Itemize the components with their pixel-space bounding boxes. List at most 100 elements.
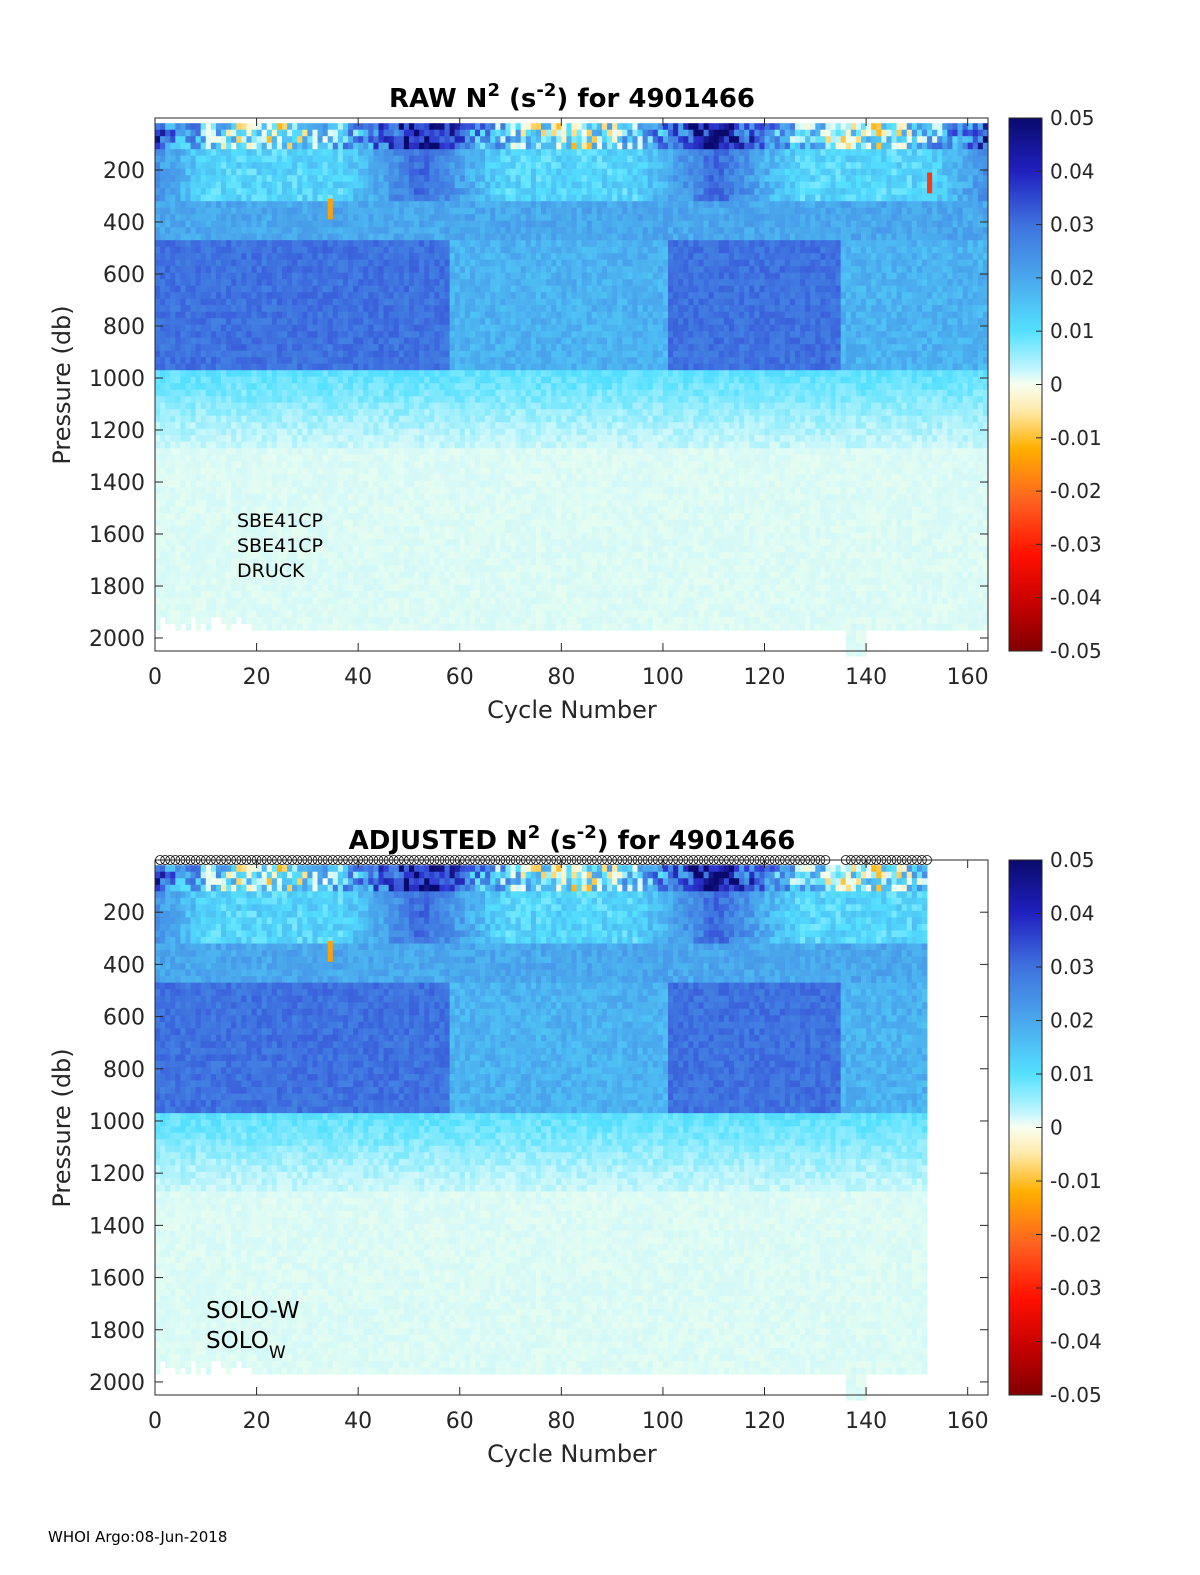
heatmap-cell	[358, 337, 364, 345]
heatmap-cell	[469, 383, 476, 391]
heatmap-cell	[312, 506, 318, 514]
heatmap-cell	[226, 370, 232, 378]
heatmap-cell	[210, 162, 217, 170]
heatmap-cell	[363, 376, 369, 384]
heatmap-cell	[474, 214, 481, 222]
heatmap-cell	[353, 129, 359, 137]
heatmap-cell	[246, 578, 252, 586]
heatmap-cell	[353, 584, 359, 592]
heatmap-cell	[464, 350, 471, 358]
heatmap-cell	[469, 142, 476, 150]
heatmap-cell	[266, 402, 273, 410]
heatmap-cell	[292, 604, 298, 612]
heatmap-cell	[271, 506, 278, 514]
heatmap-cell	[271, 292, 278, 300]
heatmap-cell	[251, 272, 257, 280]
heatmap-cell	[261, 610, 268, 618]
heatmap-cell	[358, 181, 364, 189]
heatmap-cell	[266, 513, 273, 521]
heatmap-cell	[190, 500, 197, 508]
heatmap-cell	[215, 324, 222, 332]
heatmap-cell	[419, 584, 425, 592]
heatmap-cell	[251, 461, 257, 469]
heatmap-cell	[251, 214, 257, 222]
heatmap-cell	[210, 539, 217, 547]
heatmap-cell	[408, 168, 415, 176]
heatmap-cell	[241, 246, 247, 254]
heatmap-cell	[429, 227, 435, 235]
heatmap-cell	[358, 214, 364, 222]
heatmap-cell	[398, 402, 405, 410]
heatmap-cell	[297, 506, 303, 514]
heatmap-cell	[469, 259, 476, 267]
heatmap-cell	[373, 168, 379, 176]
heatmap-cell	[408, 526, 415, 534]
heatmap-cell	[287, 272, 293, 280]
heatmap-cell	[292, 617, 298, 625]
heatmap-cell	[342, 194, 349, 202]
heatmap-cell	[256, 227, 263, 235]
heatmap-cell	[408, 149, 415, 157]
heatmap-cell	[185, 474, 191, 482]
heatmap-cell	[175, 532, 181, 540]
heatmap-cell	[449, 441, 456, 449]
heatmap-cell	[221, 597, 227, 605]
heatmap-cell	[271, 565, 278, 573]
heatmap-cell	[175, 220, 181, 228]
heatmap-cell	[215, 311, 222, 319]
heatmap-cell	[195, 207, 202, 215]
heatmap-cell	[439, 344, 445, 352]
heatmap-cell	[165, 389, 171, 397]
heatmap-cell	[200, 337, 207, 345]
heatmap-cell	[292, 162, 298, 170]
heatmap-cell	[373, 311, 379, 319]
heatmap-cell	[160, 461, 166, 469]
heatmap-cell	[317, 201, 324, 209]
heatmap-cell	[373, 552, 379, 560]
heatmap-cell	[358, 201, 364, 209]
heatmap-cell	[393, 500, 400, 508]
heatmap-cell	[327, 610, 334, 618]
heatmap-cell	[393, 331, 400, 339]
heatmap-cell	[454, 136, 461, 144]
heatmap-cell	[195, 123, 202, 131]
heatmap-cell	[469, 136, 476, 144]
heatmap-cell	[185, 376, 191, 384]
heatmap-cell	[378, 591, 384, 599]
heatmap-cell	[474, 513, 481, 521]
heatmap-cell	[241, 233, 247, 241]
heatmap-cell	[358, 363, 364, 371]
heatmap-cell	[180, 428, 186, 436]
heatmap-cell	[261, 259, 268, 267]
heatmap-cell	[327, 376, 334, 384]
heatmap-cell	[383, 493, 390, 501]
heatmap-cell	[327, 324, 334, 332]
heatmap-cell	[424, 227, 430, 235]
heatmap-cell	[155, 532, 161, 540]
heatmap-cell	[210, 233, 217, 241]
heatmap-cell	[383, 376, 390, 384]
heatmap-cell	[155, 506, 161, 514]
heatmap-cell	[266, 214, 273, 222]
heatmap-cell	[170, 344, 176, 352]
heatmap-cell	[287, 474, 293, 482]
heatmap-cell	[332, 344, 339, 352]
heatmap-cell	[480, 129, 486, 137]
heatmap-cell	[474, 272, 481, 280]
heatmap-cell	[226, 558, 232, 566]
heatmap-cell	[266, 493, 273, 501]
heatmap-cell	[332, 363, 339, 371]
heatmap-cell	[236, 441, 242, 449]
heatmap-cell	[215, 142, 222, 150]
heatmap-cell	[170, 526, 176, 534]
heatmap-cell	[414, 201, 420, 209]
heatmap-cell	[195, 623, 202, 631]
heatmap-cell	[297, 597, 303, 605]
heatmap-cell	[312, 129, 318, 137]
heatmap-cell	[246, 331, 252, 339]
heatmap-cell	[434, 467, 440, 475]
heatmap-cell	[403, 383, 410, 391]
heatmap-cell	[434, 519, 440, 527]
heatmap-cell	[180, 175, 186, 183]
heatmap-cell	[378, 162, 384, 170]
